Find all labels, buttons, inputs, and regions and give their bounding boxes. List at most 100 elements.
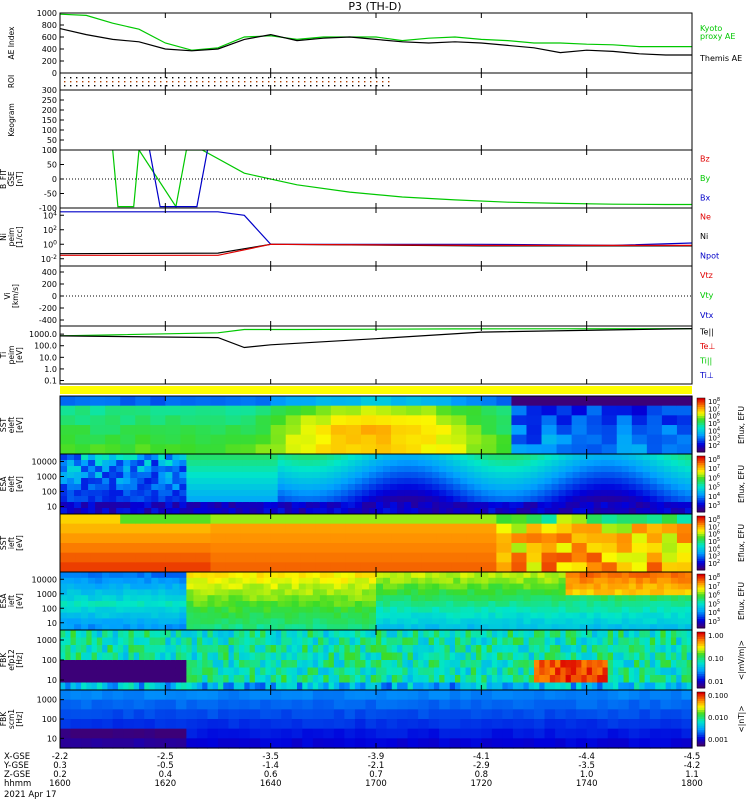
spectrogram-cell-sst-e [661,444,678,455]
spectrogram-cell-esa-e [481,472,489,479]
spectrogram-cell-esa-e [460,502,468,509]
roi-marker [184,85,186,87]
spectrogram-cell-esa-e [677,460,686,467]
colorbar-swatch-sst-e [697,416,705,419]
spectrogram-cell-esa-e [397,460,405,467]
spectrogram-cell-fbk-e [60,645,66,654]
spectrogram-cell-fbk-e [349,630,356,639]
spectrogram-cell-esa-i [509,612,518,619]
spectrogram-cell-esa-i [502,589,511,596]
spectrogram-cell-fbk-e [102,652,108,661]
spectrogram-cell-esa-e [242,478,251,485]
spectrogram-cell-fbk-e [291,660,298,669]
spectrogram-cell-fbk-e [676,660,683,669]
spectrogram-cell-esa-i [411,595,419,602]
spectrogram-cell-esa-e [179,484,187,491]
ephemeris-value: 0.6 [264,770,278,780]
spectrogram-cell-esa-i [60,583,68,590]
spectrogram-cell-fbk-b [681,728,693,739]
spectrogram-cell-fbk-e [228,660,235,669]
spectrogram-cell-esa-e [88,472,96,479]
spectrogram-cell-fbk-e [223,660,230,669]
spectrogram-cell-esa-e [425,502,433,509]
spectrogram-cell-fbk-e [376,637,382,646]
colorbar-swatch-sst-i [697,525,705,528]
spectrogram-cell-fbk-e [286,652,293,661]
spectrogram-cell-esa-i [488,624,496,631]
spectrogram-cell-esa-e [467,472,475,479]
spectrogram-cell-esa-i [439,601,447,608]
spectrogram-cell-sst-i [466,514,482,525]
ylabel-keogram: Keogram [7,103,16,137]
spectrogram-cell-sst-i [481,514,497,525]
spectrogram-cell-esa-e [340,466,349,473]
spectrogram-cell-esa-i [270,601,279,608]
spectrogram-cell-esa-i [165,612,173,619]
spectrogram-cell-fbk-b [218,690,230,701]
spectrogram-cell-sst-i [120,514,136,525]
spectrogram-cell-fbk-e [307,667,314,676]
spectrogram-cell-esa-i [123,612,131,619]
roi-marker [322,85,324,87]
spectrogram-cell-esa-e [179,478,187,485]
spectrogram-cell-esa-i [635,618,644,625]
spectrogram-cell-sst-e [135,415,151,426]
spectrogram-cell-esa-i [312,612,321,619]
spectrogram-cell-fbk-e [112,652,119,661]
spectrogram-cell-esa-e [256,472,265,479]
spectrogram-cell-esa-i [453,583,461,590]
spectrogram-cell-esa-e [172,508,180,515]
spectrogram-cell-esa-i [544,606,553,614]
spectrogram-cell-esa-e [277,508,286,515]
spectrogram-cell-esa-i [291,583,300,590]
spectrogram-cell-sst-e [300,444,317,455]
spectrogram-cell-esa-e [144,502,152,509]
spectrogram-cell-esa-e [270,508,279,515]
spectrogram-cell-esa-i [558,601,567,608]
spectrogram-cell-esa-e [397,472,405,479]
legend-ae: Kyoto proxy AE [700,24,735,41]
spectrogram-cell-fbk-b [281,719,293,730]
spectrogram-cell-esa-e [467,478,475,485]
spectrogram-cell-fbk-e [244,660,251,669]
spectrogram-cell-esa-i [565,577,574,585]
colorbar-swatch-sst-e [697,402,705,406]
spectrogram-cell-sst-i [300,514,317,525]
spectrogram-cell-fbk-e [381,645,388,654]
spectrogram-cell-fbk-e [670,667,677,676]
spectrogram-cell-fbk-e [123,660,130,669]
spectrogram-cell-fbk-e [254,675,261,684]
spectrogram-cell-esa-i [481,572,489,579]
spectrogram-cell-fbk-e [107,645,114,654]
spectrogram-cell-fbk-e [486,645,493,654]
spectrogram-cell-sst-i [406,523,422,534]
spectrogram-cell-fbk-e [133,652,140,661]
spectrogram-cell-sst-i [646,543,663,554]
spectrogram-cell-esa-i [586,583,595,590]
spectrogram-cell-esa-i [404,624,412,631]
spectrogram-cell-esa-e [523,508,532,515]
spectrogram-cell-esa-i [144,595,152,602]
spectrogram-cell-esa-i [502,612,511,619]
spectrogram-cell-fbk-e [681,675,688,684]
spectrogram-cell-esa-e [207,508,216,515]
spectrogram-cell-fbk-e [560,667,567,676]
roi-marker [286,85,288,87]
spectrogram-cell-esa-e [481,490,489,497]
spectrogram-cell-sst-i [571,552,588,563]
spectrogram-cell-fbk-e [202,630,209,639]
spectrogram-cell-esa-e [418,466,426,473]
spectrogram-cell-sst-e [481,396,497,407]
spectrogram-cell-fbk-e [423,682,430,691]
spectrogram-cell-esa-i [404,583,412,590]
spectrogram-cell-esa-i [116,612,124,619]
spectrogram-cell-sst-i [586,514,603,525]
spectrogram-cell-fbk-b [639,699,651,710]
spectrogram-cell-esa-i [319,589,328,596]
spectrogram-cell-esa-e [460,454,468,461]
spectrogram-cell-fbk-e [202,682,209,691]
spectrogram-cell-fbk-b [649,709,661,720]
spectrogram-cell-fbk-e [623,637,630,646]
spectrogram-cell-esa-e [390,508,398,515]
spectrogram-cell-esa-e [207,472,216,479]
